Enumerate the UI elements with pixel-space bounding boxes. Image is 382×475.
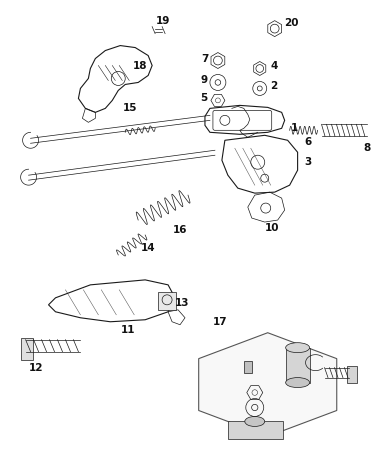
Text: 11: 11 — [121, 325, 136, 335]
Bar — [158, 292, 176, 310]
Ellipse shape — [286, 378, 309, 388]
Text: 3: 3 — [304, 157, 311, 167]
Text: 2: 2 — [270, 81, 277, 92]
Bar — [286, 348, 309, 382]
Text: 18: 18 — [133, 60, 147, 70]
Polygon shape — [199, 332, 337, 437]
Ellipse shape — [245, 417, 265, 427]
Text: 9: 9 — [201, 76, 207, 86]
Text: 7: 7 — [201, 54, 209, 64]
Text: 8: 8 — [364, 143, 371, 153]
Text: 10: 10 — [264, 223, 279, 233]
Ellipse shape — [286, 342, 309, 352]
Text: 19: 19 — [156, 16, 170, 26]
Bar — [244, 361, 252, 372]
Text: 5: 5 — [200, 94, 207, 104]
Bar — [348, 366, 358, 382]
Bar — [21, 338, 32, 360]
Text: 15: 15 — [123, 104, 138, 114]
Text: 6: 6 — [304, 137, 311, 147]
Text: 1: 1 — [291, 124, 298, 133]
Text: 13: 13 — [175, 298, 189, 308]
Text: 4: 4 — [270, 60, 277, 70]
Text: 16: 16 — [173, 225, 187, 235]
Text: 20: 20 — [284, 18, 299, 28]
Text: 14: 14 — [141, 243, 155, 253]
Text: 17: 17 — [212, 317, 227, 327]
Text: 12: 12 — [28, 362, 43, 372]
Bar — [228, 421, 283, 439]
